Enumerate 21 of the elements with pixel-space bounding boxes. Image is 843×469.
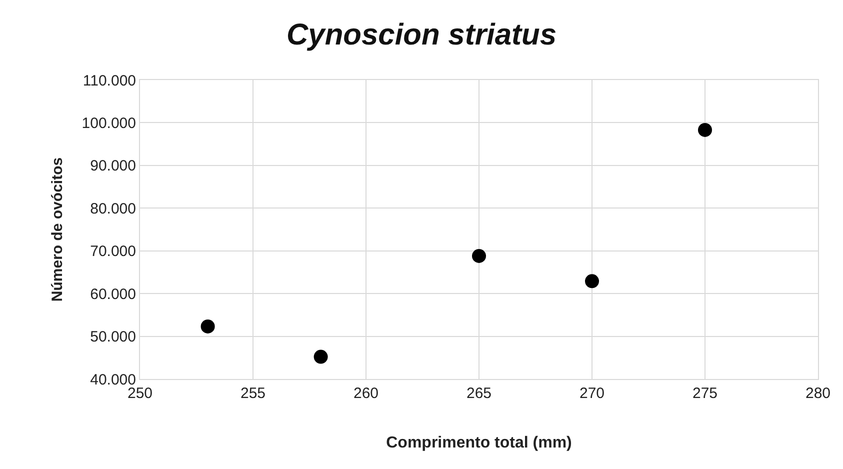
- point: [472, 248, 486, 263]
- x-tick-label: 260: [353, 385, 379, 402]
- y-tick-label: 100.000: [82, 114, 136, 132]
- y-tick-label: 60.000: [90, 286, 136, 303]
- x-tick-label: 265: [466, 385, 492, 402]
- y-tick-label: 110.000: [82, 72, 136, 90]
- y-tick-label: 80.000: [90, 200, 136, 218]
- x-axis-title: Comprimento total (mm): [386, 434, 572, 452]
- point: [314, 350, 328, 364]
- y-axis-title: Número de ovócitos: [49, 157, 66, 302]
- y-tick-label: 70.000: [90, 243, 136, 260]
- x-tick-label: 275: [692, 385, 718, 402]
- x-tick-label: 280: [805, 385, 831, 402]
- x-tick-label: 270: [579, 385, 605, 402]
- chart-title: Cynoscion striatus: [286, 18, 557, 52]
- x-tick-label: 255: [240, 385, 266, 402]
- y-tick-label: 90.000: [90, 158, 136, 175]
- point: [698, 122, 712, 137]
- point: [585, 274, 599, 288]
- point: [200, 319, 215, 334]
- y-tick-label: 50.000: [90, 328, 136, 346]
